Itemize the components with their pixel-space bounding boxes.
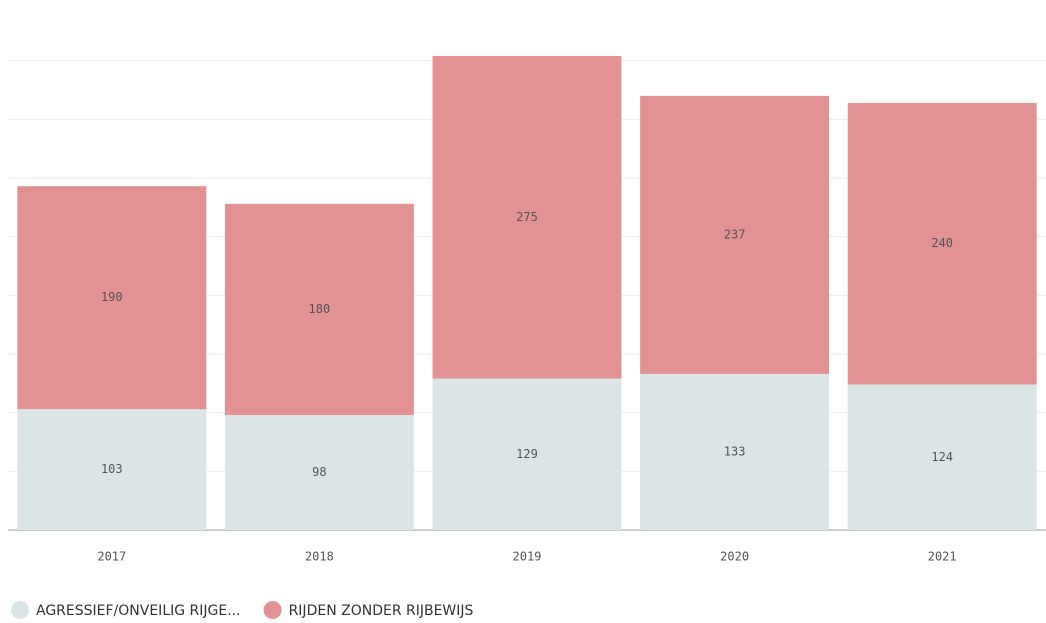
bars: 103 190 2017 98 180 2018 129 275 2019 133 237 2020 1… [17,55,1037,564]
x-tick-label: 2019 [513,550,542,564]
data-label: 133 [724,444,746,458]
data-label: 103 [101,462,123,476]
data-label: 98 [312,465,326,479]
bar-segment [17,186,207,410]
legend-swatch [263,601,282,619]
x-tick-label: 2020 [720,550,749,564]
x-tick-label: 2018 [305,550,334,564]
data-label: 180 [309,302,331,316]
legend-swatch [11,601,29,619]
bar-segment [432,378,622,530]
legend: AGRESSIEF/ONVEILIG RIJGE... RIJDEN ZONDER… [11,601,474,619]
data-label: 237 [724,227,746,241]
x-tick-label: 2017 [97,550,126,564]
bar-segment [847,384,1037,530]
x-tick-label: 2021 [928,550,957,564]
data-label: 124 [931,450,953,464]
bar-segment [847,102,1037,385]
bar-segment [432,55,622,379]
bar-segment [17,409,207,530]
data-label: 275 [516,210,538,224]
bar-segment [224,203,414,416]
data-label: 240 [931,236,953,250]
bar-segment [640,95,830,374]
legend-label: AGRESSIEF/ONVEILIG RIJGE... [36,603,241,619]
bar-segment [224,415,414,530]
legend-label: RIJDEN ZONDER RIJBEWIJS [289,603,474,619]
data-label: 190 [101,290,123,304]
data-label: 129 [516,447,538,461]
bar-segment [640,373,830,530]
